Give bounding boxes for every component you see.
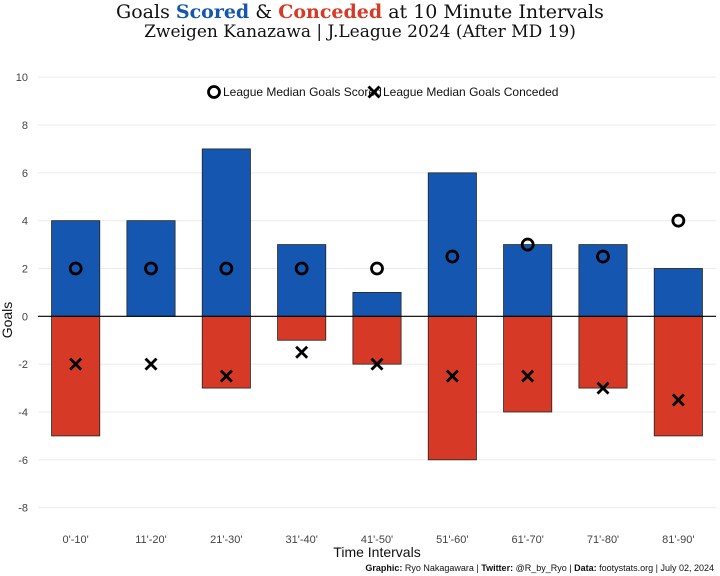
median-scored-point — [294, 261, 309, 276]
chart-title: Goals Scored & Conceded at 10 Minute Int… — [0, 0, 720, 24]
title-suffix: at 10 Minute Intervals — [382, 1, 604, 23]
y-tick-label: 10 — [16, 72, 28, 84]
bar — [427, 315, 477, 461]
x-tick-label: 31'-40' — [285, 534, 317, 546]
x-tick-labels: 0'-10' 11'-20' 21'-30' 31'-40' 41'-50' 51'-60… — [63, 534, 695, 546]
legend-circle-icon — [207, 85, 221, 99]
caption-graphic-label: Graphic: — [365, 563, 403, 573]
median-conceded-point — [144, 357, 158, 371]
bar — [277, 315, 327, 341]
title-prefix: Goals — [116, 1, 176, 23]
median-markers — [68, 213, 686, 407]
median-conceded-point — [521, 369, 535, 383]
median-scored-point — [596, 249, 610, 264]
bars — [51, 148, 703, 461]
x-tick-label: 71'-80' — [587, 534, 619, 546]
bar — [578, 244, 628, 317]
bar — [277, 244, 327, 317]
legend-label: League Median Goals Scored — [223, 85, 382, 99]
chart-subtitle: Zweigen Kanazawa | J.League 2024 (After … — [144, 22, 576, 42]
x-tick-label: 11'-20' — [135, 534, 167, 546]
title-scored: Scored — [175, 1, 250, 23]
x-tick-label: 81'-90' — [662, 534, 694, 546]
bar — [51, 220, 101, 317]
y-tick-label: -2 — [18, 359, 28, 371]
median-scored-point — [370, 261, 384, 276]
bar — [653, 315, 703, 437]
y-tick-label: 2 — [22, 263, 28, 275]
median-conceded-point — [69, 357, 83, 371]
x-tick-label: 51'-60' — [436, 534, 468, 546]
legend-label: League Median Goals Conceded — [383, 85, 558, 99]
median-conceded-point — [671, 393, 685, 407]
median-conceded-point — [445, 369, 459, 383]
median-scored-point — [520, 237, 535, 252]
legend: League Median Goals Scored League Median … — [207, 85, 558, 99]
median-scored-point — [144, 261, 158, 276]
bar — [578, 315, 628, 389]
median-conceded-point — [370, 357, 384, 371]
legend-x-icon — [367, 85, 381, 99]
title-amp: & — [249, 1, 279, 23]
x-tick-label: 41'-50' — [361, 534, 393, 546]
x-tick-label: 21'-30' — [210, 534, 242, 546]
y-tick-label: 0 — [22, 311, 28, 323]
caption-data-label: Data: — [574, 563, 597, 573]
y-tick-label: 6 — [22, 168, 28, 180]
caption-graphic-value: Ryo Nakagawara | — [402, 563, 482, 573]
x-tick-label: 0'-10' — [63, 534, 89, 546]
bar — [352, 315, 402, 365]
caption-data-value: footystats.org | July 02, 2024 — [596, 563, 714, 573]
y-tick-label: 4 — [22, 216, 28, 228]
bar — [51, 315, 101, 437]
caption-twitter-label: Twitter: — [481, 563, 514, 573]
y-axis-title: Goals — [0, 302, 15, 339]
bar — [503, 315, 553, 413]
y-tick-label: 8 — [22, 120, 28, 132]
y-tick-label: -4 — [18, 407, 28, 419]
median-scored-point — [671, 213, 686, 228]
y-tick-label: -8 — [18, 503, 28, 515]
y-tick-label: -6 — [18, 455, 28, 467]
caption-twitter-value: @R_by_Ryo | — [513, 563, 575, 573]
bar — [427, 172, 477, 317]
caption: Graphic: Ryo Nakagawara | Twitter: @R_by… — [365, 563, 714, 573]
bar — [653, 268, 703, 317]
median-scored-point — [219, 261, 234, 276]
bar — [126, 220, 176, 317]
median-scored-point — [445, 249, 460, 264]
x-axis-title: Time Intervals — [333, 544, 420, 560]
x-tick-label: 61'-70' — [511, 534, 543, 546]
bar — [201, 148, 251, 317]
bar — [503, 244, 553, 317]
median-conceded-point — [295, 345, 309, 359]
median-conceded-point — [219, 369, 233, 383]
median-conceded-point — [596, 381, 610, 395]
median-scored-point — [68, 261, 83, 276]
title-conceded: Conceded — [278, 1, 383, 23]
y-tick-labels: -8 -6 -4 -2 0 2 4 6 8 10 — [16, 72, 28, 514]
bar — [352, 292, 402, 317]
